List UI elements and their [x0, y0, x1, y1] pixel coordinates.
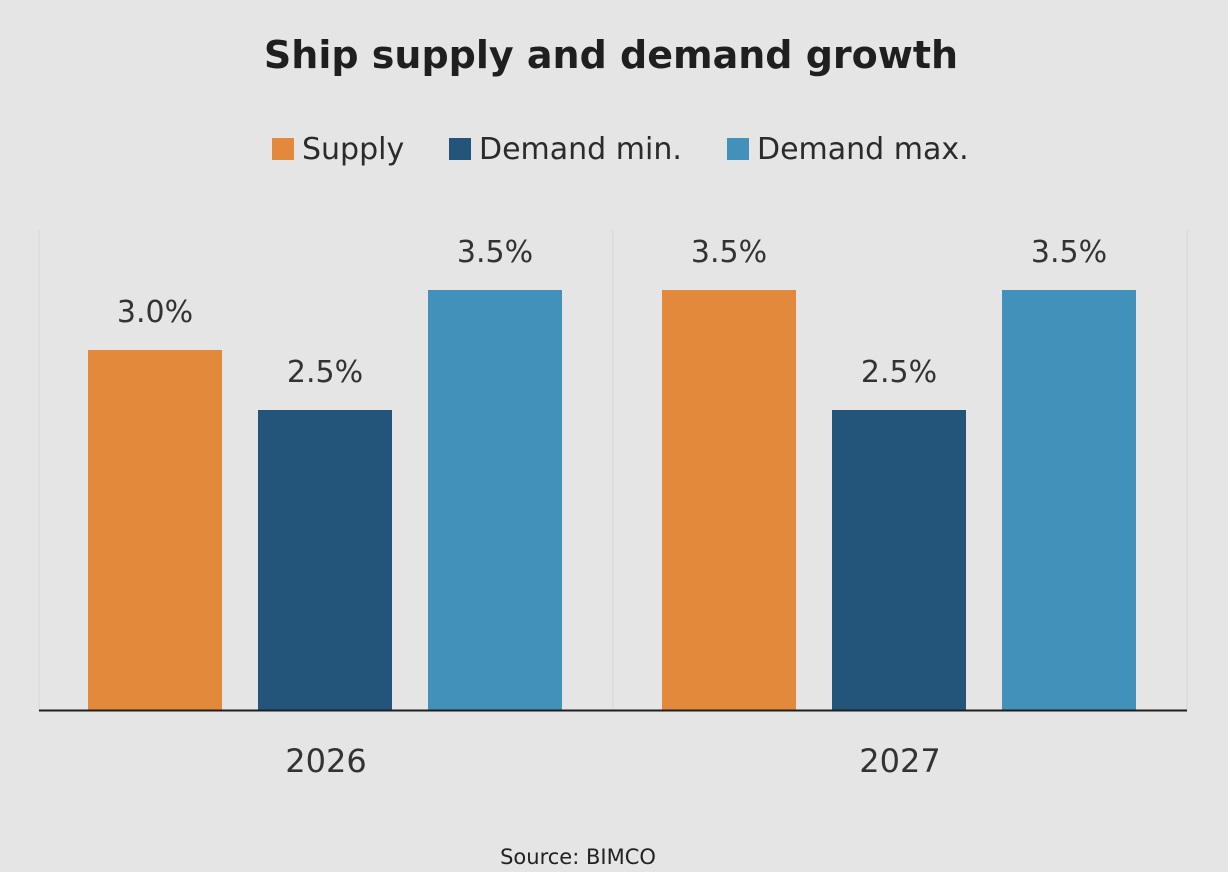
bar-demand-min-2027 [832, 410, 966, 710]
bar-demand-max-2027 [1002, 290, 1136, 710]
legend-label-demand-max: Demand max. [757, 132, 969, 167]
bar-supply-2027 [662, 290, 796, 710]
data-label-demand-max-2026: 3.5% [457, 235, 533, 270]
plot-area [38, 230, 1188, 712]
legend: Supply Demand min. Demand max. [272, 132, 969, 167]
category-labels: 2026 2027 [285, 742, 940, 780]
x-tick-label-2026: 2026 [285, 742, 366, 780]
legend-swatch-demand-min [449, 138, 471, 160]
value-labels: 3.0% 2.5% 3.5% 3.5% 2.5% 3.5% [117, 235, 1107, 390]
chart-title: Ship supply and demand growth [264, 33, 958, 77]
data-label-supply-2026: 3.0% [117, 295, 193, 330]
bar-demand-max-2026 [428, 290, 562, 710]
legend-swatch-supply [272, 138, 294, 160]
data-label-demand-min-2026: 2.5% [287, 355, 363, 390]
bar-supply-2026 [88, 350, 222, 710]
x-tick-label-2027: 2027 [859, 742, 940, 780]
data-label-supply-2027: 3.5% [691, 235, 767, 270]
legend-swatch-demand-max [727, 138, 749, 160]
legend-label-supply: Supply [302, 132, 404, 167]
bar-demand-min-2026 [258, 410, 392, 710]
legend-label-demand-min: Demand min. [479, 132, 682, 167]
data-label-demand-max-2027: 3.5% [1031, 235, 1107, 270]
data-label-demand-min-2027: 2.5% [861, 355, 937, 390]
source-label: Source: BIMCO [500, 845, 656, 869]
